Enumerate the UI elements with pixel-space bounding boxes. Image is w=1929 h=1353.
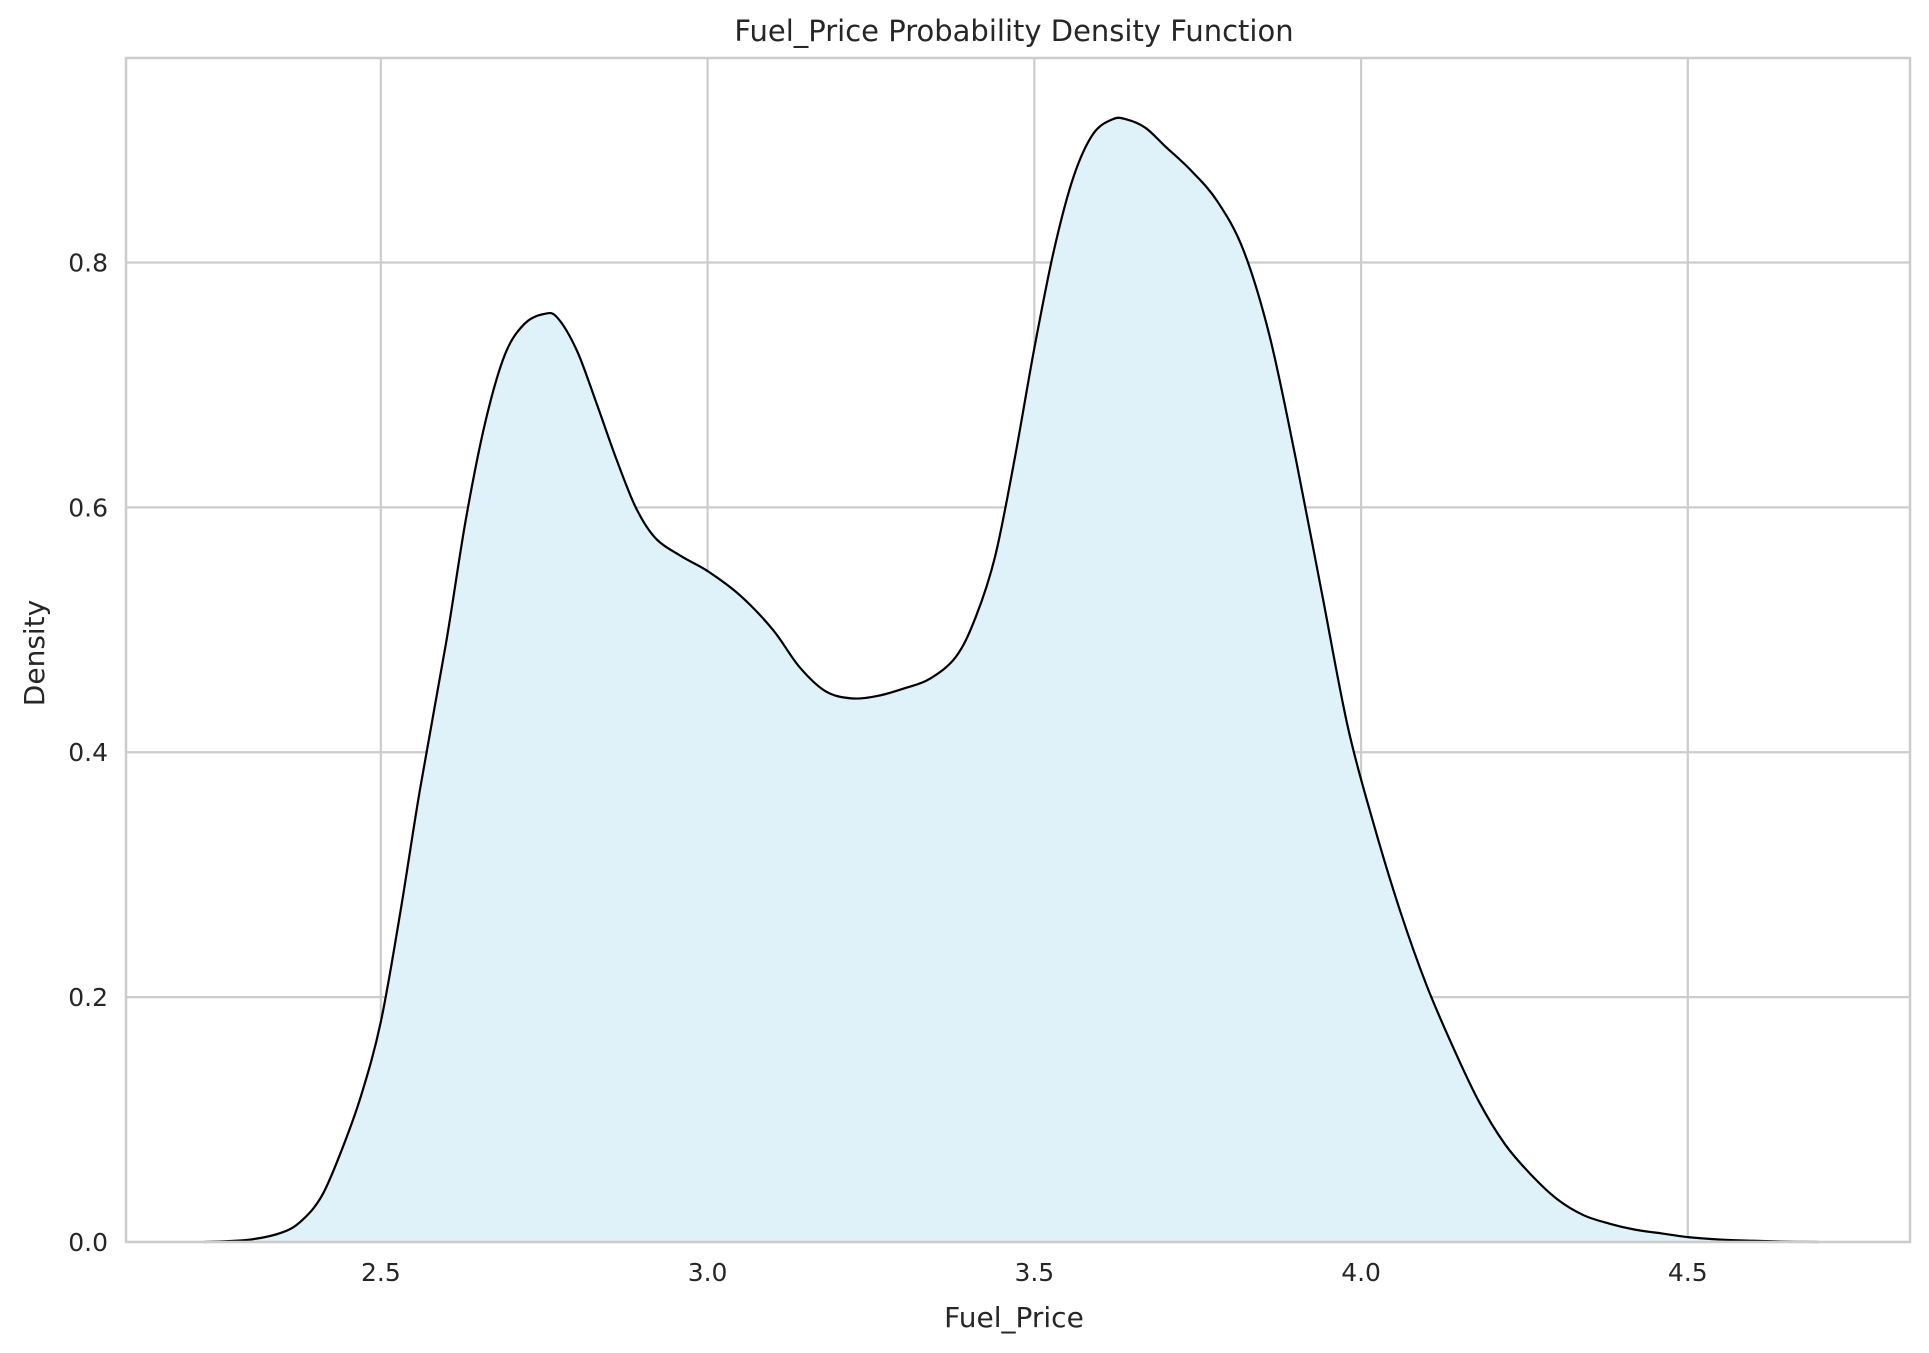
x-tick-label: 3.5	[1014, 1258, 1054, 1287]
y-tick-label: 0.2	[68, 983, 108, 1012]
x-tick-label: 3.0	[688, 1258, 728, 1287]
y-tick-label: 0.6	[68, 493, 108, 522]
density-curve-line	[204, 116, 1819, 1244]
density-area-fill	[204, 117, 1819, 1242]
tick-labels: 2.5 3.0 3.5 4.0 4.5 0.0 0.2 0.4 0.6 0.8	[68, 248, 1707, 1287]
y-tick-label: 0.4	[68, 738, 108, 767]
x-tick-label: 2.5	[361, 1258, 401, 1287]
x-axis-label: Fuel_Price	[944, 1301, 1084, 1334]
plot-frame	[124, 56, 1912, 1244]
y-axis-label: Density	[18, 600, 51, 706]
x-tick-label: 4.0	[1341, 1258, 1381, 1287]
y-tick-label: 0.0	[68, 1228, 108, 1257]
chart-title: Fuel_Price Probability Density Function	[734, 14, 1293, 48]
x-tick-label: 4.5	[1668, 1258, 1708, 1287]
y-tick-label: 0.8	[68, 248, 108, 277]
